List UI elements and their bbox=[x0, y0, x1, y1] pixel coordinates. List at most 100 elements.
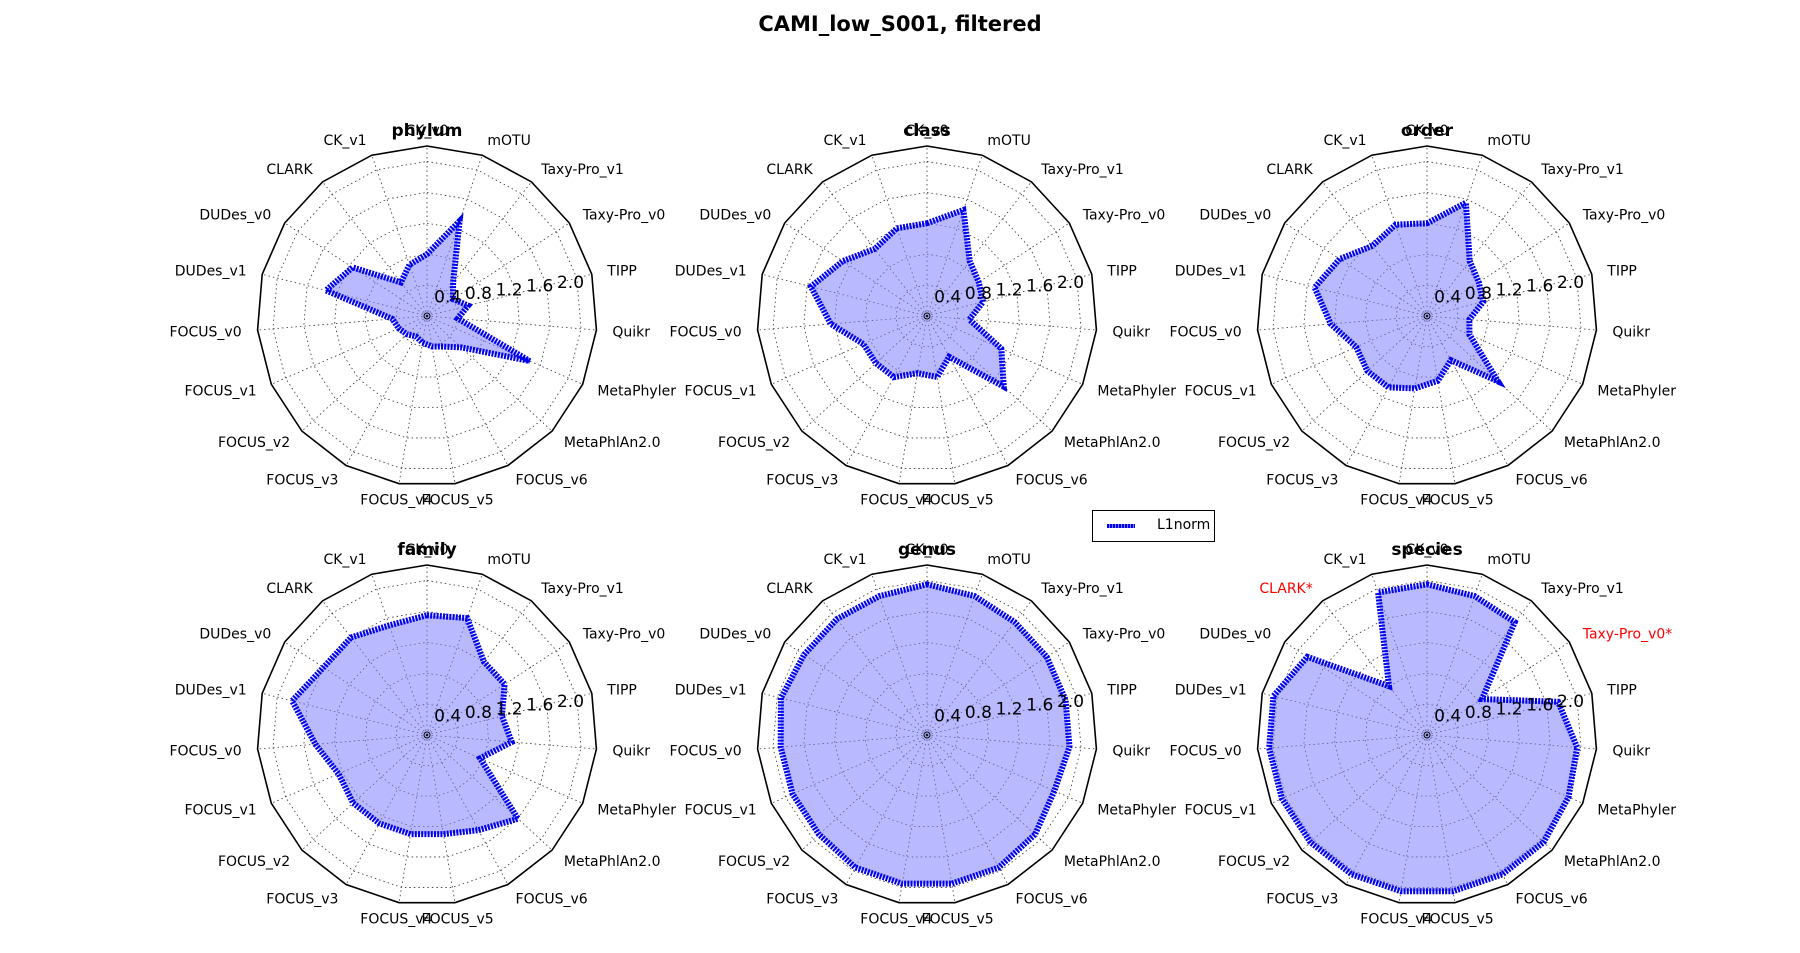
axis-label: FOCUS_v2 bbox=[718, 854, 790, 870]
r-tick-label: 0.8 bbox=[1465, 284, 1492, 304]
center-dot bbox=[426, 734, 428, 736]
axis-label: FOCUS_v5 bbox=[422, 911, 494, 927]
axis-label: DUDes_v1 bbox=[675, 263, 747, 279]
axis-label: FOCUS_v6 bbox=[516, 473, 588, 489]
series-area-L1norm bbox=[325, 220, 530, 362]
r-tick-label: 0.8 bbox=[965, 284, 992, 304]
r-tick-label: 2.0 bbox=[1057, 273, 1084, 293]
axis-label: FOCUS_v3 bbox=[1266, 473, 1338, 489]
axis-label: DUDes_v0 bbox=[199, 207, 271, 223]
axis-label: FOCUS_v4 bbox=[860, 911, 932, 927]
center-dot bbox=[1426, 315, 1428, 317]
axis-label: MetaPhyler bbox=[1597, 803, 1676, 819]
r-tick-label: 0.4 bbox=[434, 706, 461, 726]
r-tick-label: 2.0 bbox=[1557, 692, 1584, 712]
axis-label: DUDes_v1 bbox=[175, 682, 247, 698]
r-tick-label: 2.0 bbox=[1057, 692, 1084, 712]
axis-label: Taxy-Pro_v0 bbox=[582, 626, 666, 642]
axis-label: mOTU bbox=[487, 552, 530, 568]
grid-ring bbox=[772, 580, 1082, 888]
axis-label: FOCUS_v4 bbox=[360, 492, 432, 508]
axis-label: FOCUS_v5 bbox=[1422, 911, 1494, 927]
radar-chart-phylum: 0.4 0.8 1.2 1.6 2.0 CK_v0 mOTU Taxy-Pro_v1 Taxy-… bbox=[169, 121, 676, 508]
axis-label: mOTU bbox=[487, 133, 530, 149]
axis-label: MetaPhyler bbox=[597, 384, 676, 400]
subplot-title: phylum bbox=[392, 121, 463, 141]
axis-label: Taxy-Pro_v1 bbox=[1540, 581, 1624, 597]
series-area-L1norm bbox=[292, 615, 518, 835]
axis-label: CK_v1 bbox=[1323, 133, 1366, 149]
axis-label: MetaPhlAn2.0 bbox=[564, 435, 661, 451]
axis-label: Quikr bbox=[612, 743, 650, 759]
axis-label: CLARK bbox=[1266, 162, 1313, 178]
axis-label: FOCUS_v6 bbox=[1016, 473, 1088, 489]
grid-ring bbox=[1272, 161, 1582, 469]
axis-label: CK_v1 bbox=[1323, 552, 1366, 568]
axis-label: TIPP bbox=[606, 682, 637, 698]
axis-label: FOCUS_v2 bbox=[218, 435, 290, 451]
axis-label: FOCUS_v6 bbox=[516, 892, 588, 908]
axis-label: DUDes_v1 bbox=[1175, 263, 1247, 279]
radar-chart-species: 0.4 0.8 1.2 1.6 2.0 CK_v0 mOTU Taxy-Pro_v1 Taxy-… bbox=[1169, 540, 1676, 927]
series-area-L1norm bbox=[810, 210, 1004, 387]
axis-label: FOCUS_v1 bbox=[184, 803, 256, 819]
axis-label: FOCUS_v5 bbox=[1422, 492, 1494, 508]
r-tick-label: 1.2 bbox=[1496, 699, 1523, 719]
axis-label: CK_v1 bbox=[323, 552, 366, 568]
r-tick-label: 1.6 bbox=[1026, 696, 1053, 716]
center-marker bbox=[423, 312, 431, 320]
axis-label: FOCUS_v3 bbox=[766, 473, 838, 489]
axis-label: TIPP bbox=[1606, 682, 1637, 698]
axis-label: FOCUS_v2 bbox=[1218, 435, 1290, 451]
figure-title: CAMI_low_S001, filtered bbox=[758, 12, 1042, 36]
subplot-title: family bbox=[397, 540, 456, 560]
axis-label: FOCUS_v4 bbox=[360, 911, 432, 927]
r-tick-label: 0.4 bbox=[934, 706, 961, 726]
axis-label: TIPP bbox=[606, 263, 637, 279]
r-tick-label: 1.2 bbox=[996, 280, 1023, 300]
radar-chart-order: 0.4 0.8 1.2 1.6 2.0 CK_v0 mOTU Taxy-Pro_v1 Taxy-… bbox=[1169, 121, 1676, 508]
axis-label: CK_v0 bbox=[405, 123, 448, 139]
axis-label: Taxy-Pro_v0* bbox=[1582, 626, 1673, 642]
axis-label: Taxy-Pro_v1 bbox=[1040, 581, 1124, 597]
subplot-title: genus bbox=[898, 540, 956, 560]
axis-label: FOCUS_v0 bbox=[169, 324, 241, 340]
axis-label: DUDes_v0 bbox=[1199, 207, 1271, 223]
r-tick-label: 0.8 bbox=[1465, 703, 1492, 723]
axis-label: FOCUS_v0 bbox=[1169, 324, 1241, 340]
axis-label: Quikr bbox=[1112, 324, 1150, 340]
r-tick-label: 0.8 bbox=[465, 284, 492, 304]
axis-label: MetaPhyler bbox=[1097, 803, 1176, 819]
radar-frame bbox=[756, 145, 1098, 485]
series-area-L1norm bbox=[780, 584, 1070, 884]
axis-label: mOTU bbox=[987, 133, 1030, 149]
axis-label: FOCUS_v1 bbox=[1184, 384, 1256, 400]
series-line-L1norm bbox=[1311, 197, 1506, 392]
radar-frame bbox=[256, 145, 598, 485]
axis-label: CK_v0 bbox=[405, 542, 448, 558]
axis-label: Quikr bbox=[1612, 324, 1650, 340]
axis-label: FOCUS_v4 bbox=[860, 492, 932, 508]
center-marker bbox=[1423, 731, 1431, 739]
series-area-L1norm bbox=[1269, 584, 1578, 892]
grid-ring bbox=[1303, 191, 1551, 439]
axis-label: Taxy-Pro_v1 bbox=[1040, 162, 1124, 178]
series-line-L1norm bbox=[777, 581, 1073, 887]
legend: L1norm bbox=[1092, 510, 1215, 542]
axis-label: CK_v0 bbox=[905, 123, 948, 139]
axis-label: CK_v0 bbox=[1405, 123, 1448, 139]
radar-frame bbox=[256, 564, 598, 904]
axis-label: FOCUS_v4 bbox=[1360, 492, 1432, 508]
axis-label: DUDes_v1 bbox=[675, 682, 747, 698]
axis-label: Quikr bbox=[1612, 743, 1650, 759]
legend-line-marker bbox=[1107, 524, 1135, 528]
axis-label: Taxy-Pro_v0 bbox=[1082, 626, 1166, 642]
r-tick-label: 2.0 bbox=[557, 692, 584, 712]
r-tick-label: 0.4 bbox=[434, 287, 461, 307]
center-dot bbox=[926, 734, 928, 736]
center-marker bbox=[423, 731, 431, 739]
axis-label: Taxy-Pro_v0 bbox=[1582, 207, 1666, 223]
axis-label: CK_v1 bbox=[323, 133, 366, 149]
r-tick-label: 1.2 bbox=[496, 280, 523, 300]
